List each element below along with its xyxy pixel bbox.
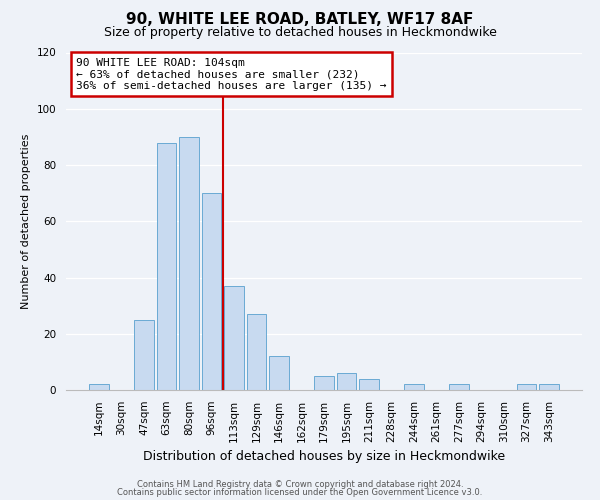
Bar — [157, 142, 176, 390]
Text: 90 WHITE LEE ROAD: 104sqm
← 63% of detached houses are smaller (232)
36% of semi: 90 WHITE LEE ROAD: 104sqm ← 63% of detac… — [76, 58, 387, 91]
Bar — [517, 384, 536, 390]
Bar — [539, 384, 559, 390]
Bar — [404, 384, 424, 390]
Text: 90, WHITE LEE ROAD, BATLEY, WF17 8AF: 90, WHITE LEE ROAD, BATLEY, WF17 8AF — [127, 12, 473, 28]
Bar — [89, 384, 109, 390]
Bar — [202, 193, 221, 390]
Bar — [134, 320, 154, 390]
Bar — [269, 356, 289, 390]
X-axis label: Distribution of detached houses by size in Heckmondwike: Distribution of detached houses by size … — [143, 450, 505, 463]
Text: Size of property relative to detached houses in Heckmondwike: Size of property relative to detached ho… — [104, 26, 496, 39]
Bar — [224, 286, 244, 390]
Text: Contains public sector information licensed under the Open Government Licence v3: Contains public sector information licen… — [118, 488, 482, 497]
Bar — [179, 137, 199, 390]
Bar — [449, 384, 469, 390]
Bar — [337, 373, 356, 390]
Text: Contains HM Land Registry data © Crown copyright and database right 2024.: Contains HM Land Registry data © Crown c… — [137, 480, 463, 489]
Y-axis label: Number of detached properties: Number of detached properties — [21, 134, 31, 309]
Bar — [314, 376, 334, 390]
Bar — [359, 379, 379, 390]
Bar — [247, 314, 266, 390]
